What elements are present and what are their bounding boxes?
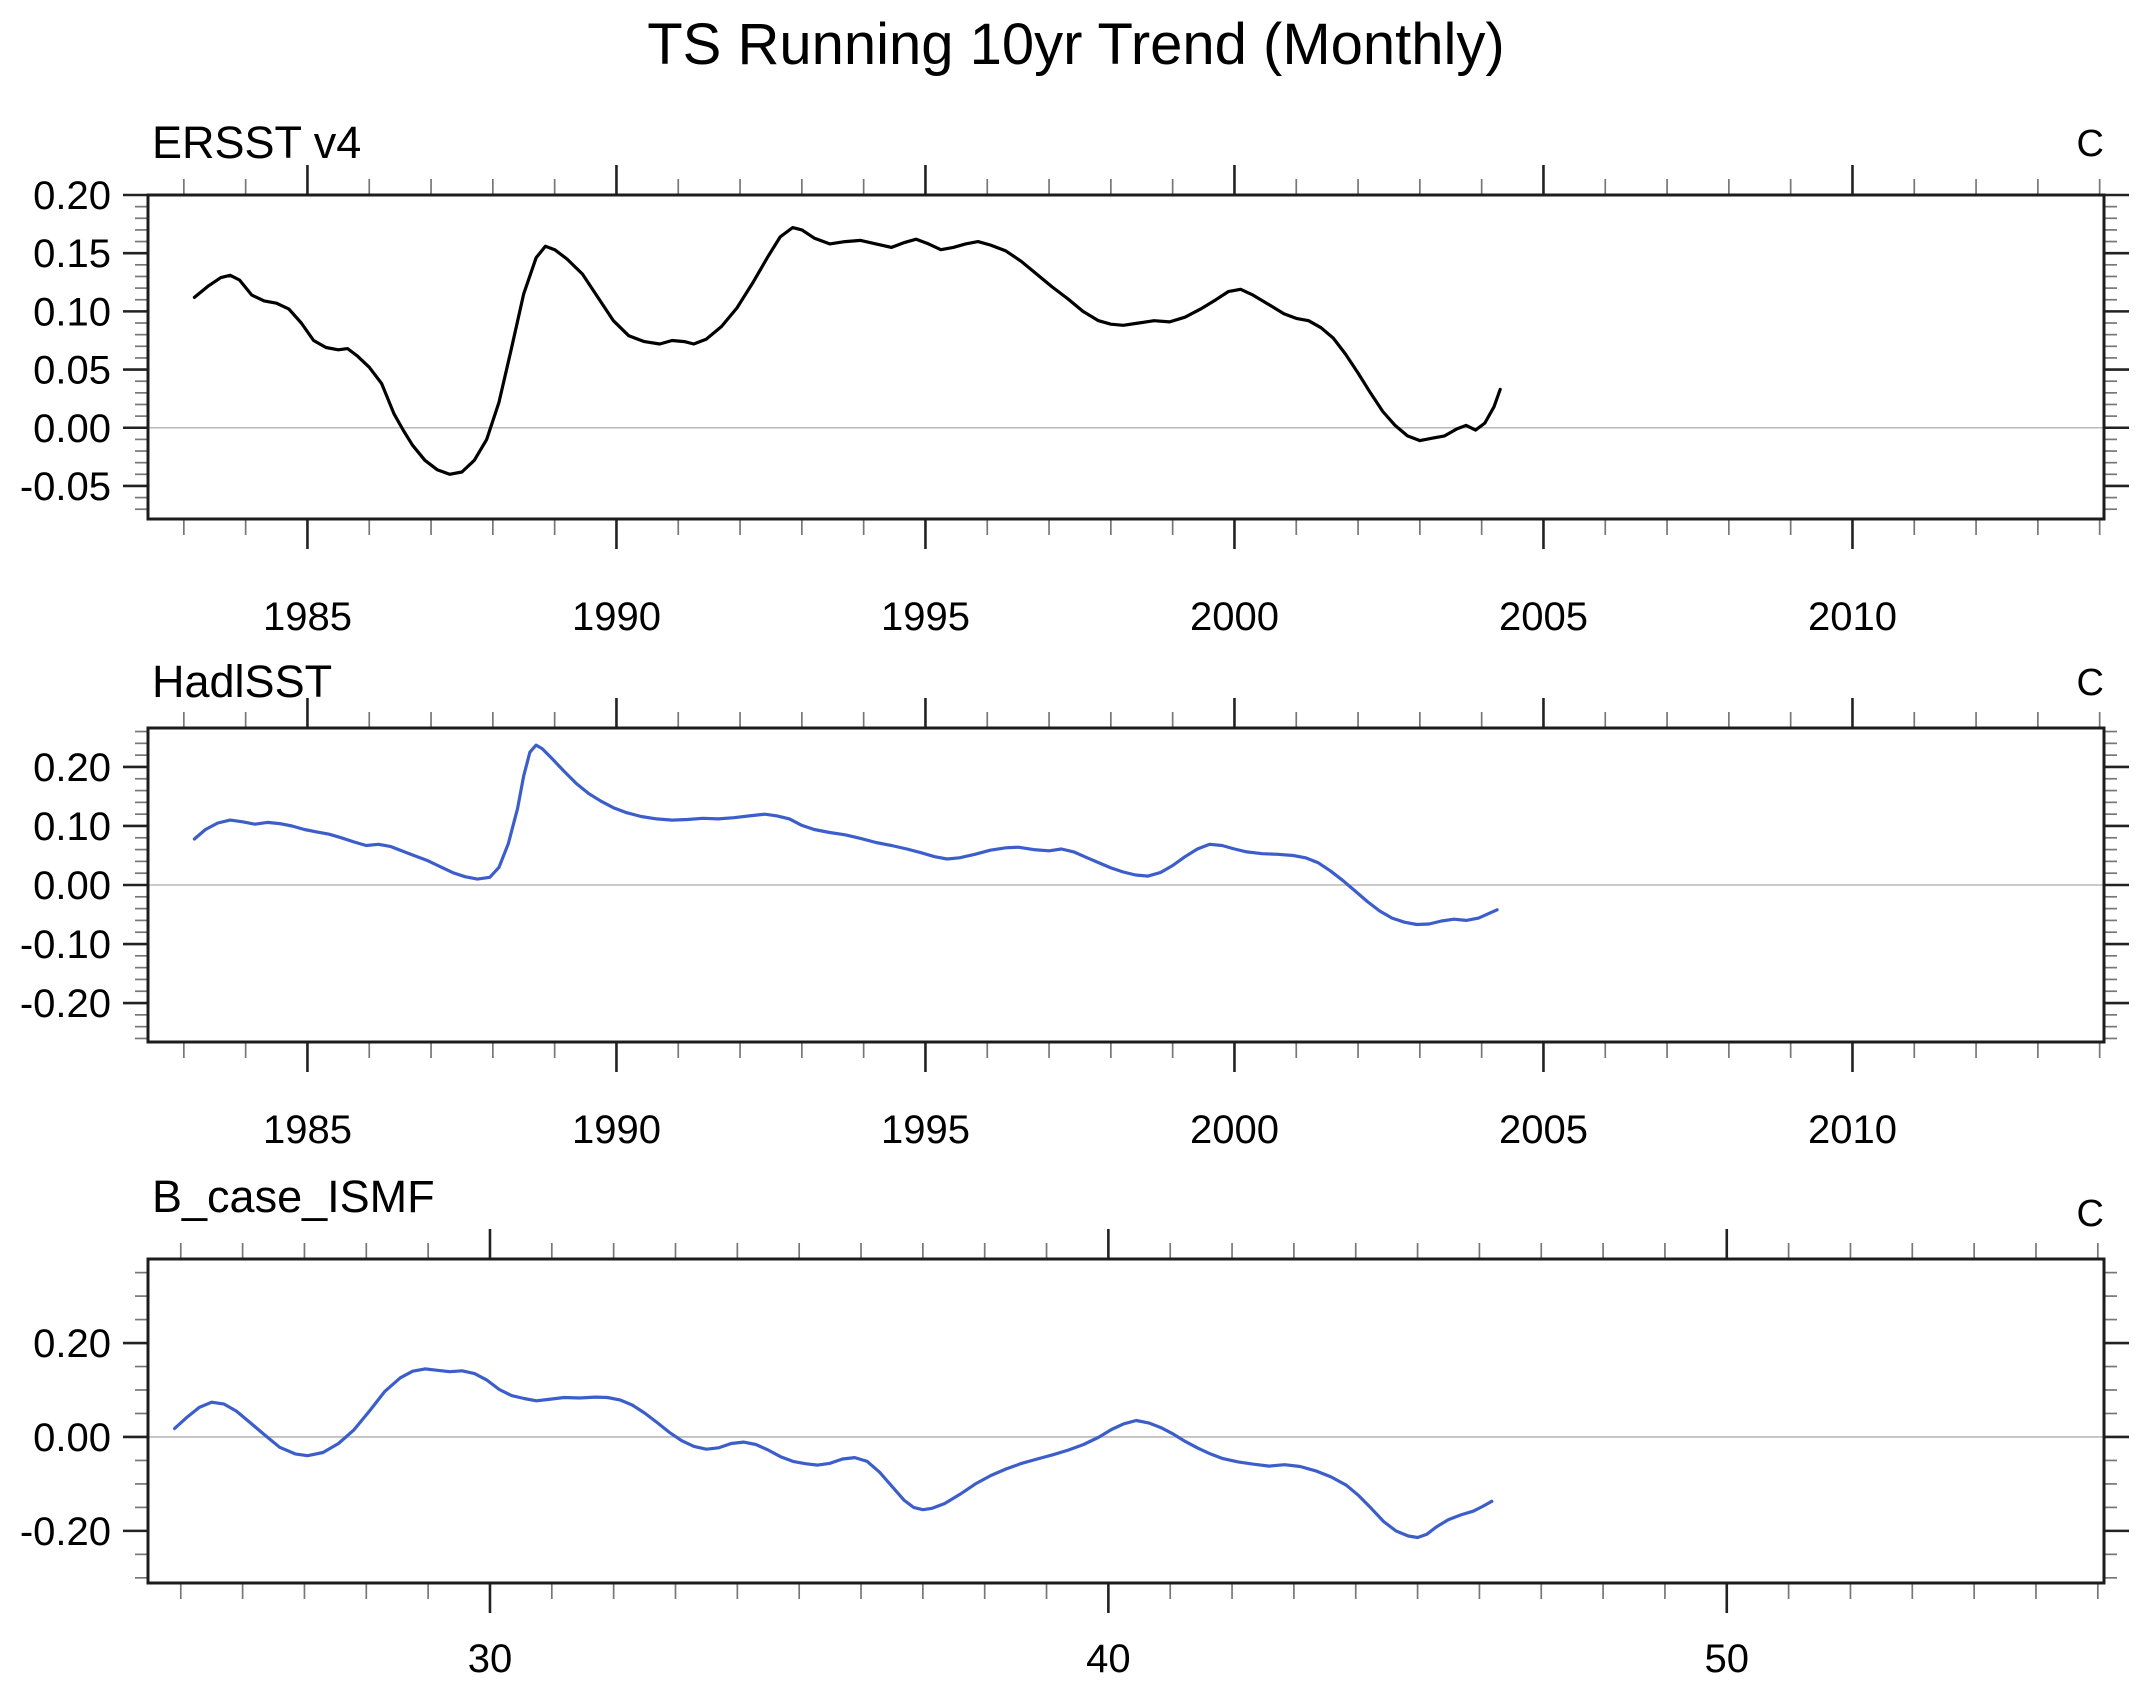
panel-title: HadlSST (152, 656, 332, 707)
y-tick-label: -0.20 (20, 982, 111, 1026)
y-tick-label: 0.00 (33, 864, 111, 908)
panel-title: ERSST v4 (152, 117, 361, 168)
y-tick-label: 0.10 (33, 805, 111, 849)
y-tick-label: 0.05 (33, 349, 111, 393)
panel-title: B_case_ISMF (152, 1171, 435, 1222)
panel-b-case-ismf: B_case_ISMF C 30 40 50 0.20 0.00 -0.20 (20, 1171, 2129, 1681)
y-tick-label: -0.20 (20, 1510, 111, 1554)
x-tick-label: 1990 (572, 1108, 661, 1152)
y-tick-label: 0.20 (33, 1322, 111, 1366)
x-tick-label: 40 (1086, 1637, 1131, 1681)
data-curve (173, 1367, 1494, 1540)
x-tick-label: 2010 (1808, 595, 1897, 639)
plot-box (146, 726, 2106, 1044)
x-tick-label: 1990 (572, 595, 661, 639)
y-tick-label: 0.00 (33, 407, 111, 451)
x-tick-label: 2010 (1808, 1108, 1897, 1152)
y-tick-label: 0.00 (33, 1416, 111, 1460)
panel-hadisst: HadlSST C 1985 1990 1995 2000 2005 2010 0.20 0.… (20, 656, 2129, 1152)
x-tick-label: 1995 (881, 595, 970, 639)
x-tick-label: 2000 (1190, 1108, 1279, 1152)
data-curve (192, 226, 1502, 476)
y-tick-label: 0.20 (33, 746, 111, 790)
panel-units-label: C (2077, 123, 2104, 165)
x-tick-label: 1995 (881, 1108, 970, 1152)
data-curve (192, 743, 1499, 927)
x-tick-label: 1985 (263, 1108, 352, 1152)
x-tick-label: 50 (1705, 1637, 1750, 1681)
panel-units-label: C (2077, 1193, 2104, 1235)
y-tick-label: 0.15 (33, 232, 111, 276)
y-tick-label: -0.10 (20, 923, 111, 967)
y-tick-label: 0.20 (33, 174, 111, 218)
x-tick-label: 2005 (1499, 595, 1588, 639)
x-tick-label: 30 (468, 1637, 513, 1681)
panel-ersst-v4: ERSST v4 C 1985 1990 1995 2000 2005 2010 0.20 0… (20, 117, 2129, 639)
plot-box (146, 1257, 2106, 1585)
figure-title: TS Running 10yr Trend (Monthly) (647, 12, 1504, 77)
x-tick-label: 2000 (1190, 595, 1279, 639)
plot-box (146, 193, 2106, 521)
y-tick-label: -0.05 (20, 465, 111, 509)
y-tick-label: 0.10 (33, 290, 111, 334)
x-tick-label: 2005 (1499, 1108, 1588, 1152)
x-tick-label: 1985 (263, 595, 352, 639)
panel-units-label: C (2077, 662, 2104, 704)
